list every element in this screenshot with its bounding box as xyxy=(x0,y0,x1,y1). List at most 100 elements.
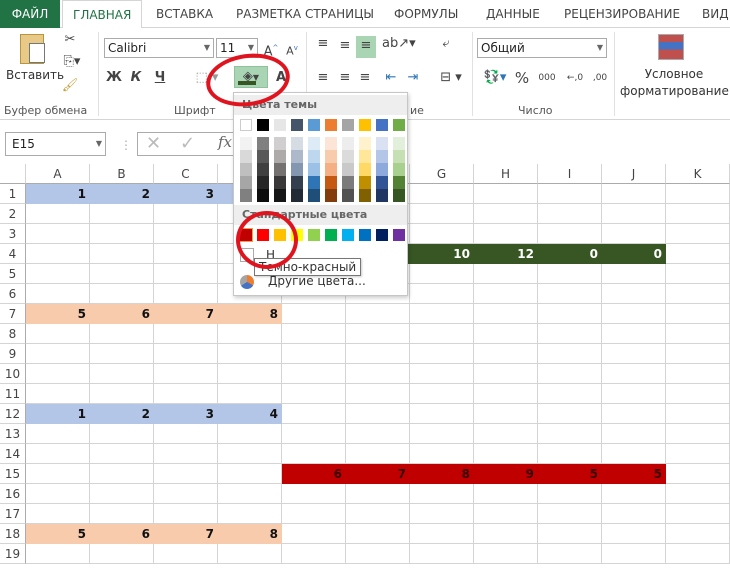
theme-shade-swatch[interactable] xyxy=(257,189,269,202)
row-header-14[interactable]: 14 xyxy=(0,444,26,464)
row-header-4[interactable]: 4 xyxy=(0,244,26,264)
cell[interactable] xyxy=(26,484,90,504)
theme-shade-swatch[interactable] xyxy=(325,189,337,202)
row-header-3[interactable]: 3 xyxy=(0,224,26,244)
cell[interactable] xyxy=(666,264,730,284)
align-top-icon[interactable]: ≡ xyxy=(317,36,329,51)
theme-shade-swatch[interactable] xyxy=(359,137,371,150)
cell[interactable] xyxy=(666,544,730,564)
cell[interactable] xyxy=(154,464,218,484)
cell[interactable] xyxy=(282,324,346,344)
cut-icon[interactable]: ✂ xyxy=(64,32,76,47)
theme-shade-swatch[interactable] xyxy=(257,150,269,163)
theme-shade-swatch[interactable] xyxy=(376,150,388,163)
cell[interactable] xyxy=(538,364,602,384)
merge-cells-icon[interactable]: ⊟ ▾ xyxy=(440,70,462,85)
font-size-select[interactable]: 11 ▼ xyxy=(216,38,258,58)
cell[interactable] xyxy=(666,484,730,504)
conditional-format-button[interactable]: Условное форматирование xyxy=(620,66,729,100)
cell[interactable] xyxy=(26,504,90,524)
cell-B1[interactable]: 2 xyxy=(90,184,154,204)
cell[interactable] xyxy=(218,344,282,364)
cell[interactable] xyxy=(474,324,538,344)
cell[interactable] xyxy=(90,424,154,444)
theme-shade-swatch[interactable] xyxy=(359,150,371,163)
decrease-font-icon[interactable]: Av xyxy=(286,44,298,58)
cell[interactable] xyxy=(410,264,474,284)
cell-B12[interactable]: 2 xyxy=(90,404,154,424)
cell[interactable] xyxy=(602,404,666,424)
cell[interactable] xyxy=(602,284,666,304)
cell-A7[interactable]: 5 xyxy=(26,304,90,324)
cell[interactable] xyxy=(602,524,666,544)
cell[interactable] xyxy=(666,424,730,444)
theme-shade-swatch[interactable] xyxy=(342,163,354,176)
row-header-1[interactable]: 1 xyxy=(0,184,26,204)
cell[interactable] xyxy=(474,224,538,244)
column-header-H[interactable]: H xyxy=(474,164,538,184)
theme-shade-swatch[interactable] xyxy=(393,163,405,176)
theme-shade-swatch[interactable] xyxy=(274,163,286,176)
cell[interactable] xyxy=(410,224,474,244)
theme-shade-swatch[interactable] xyxy=(308,163,320,176)
theme-shade-swatch[interactable] xyxy=(359,163,371,176)
cell[interactable] xyxy=(538,404,602,424)
cell[interactable] xyxy=(602,264,666,284)
theme-color-swatch[interactable] xyxy=(308,119,320,131)
cell-J15[interactable]: 5 xyxy=(602,464,666,484)
cell[interactable] xyxy=(666,444,730,464)
borders-button[interactable]: ⬚ ▾ xyxy=(195,70,219,85)
cell[interactable] xyxy=(218,364,282,384)
theme-shade-swatch[interactable] xyxy=(325,163,337,176)
cell[interactable] xyxy=(26,444,90,464)
cell[interactable] xyxy=(602,544,666,564)
increase-font-icon[interactable]: A^ xyxy=(263,44,279,60)
cell[interactable] xyxy=(666,204,730,224)
cell[interactable] xyxy=(346,284,410,304)
cell[interactable] xyxy=(218,424,282,444)
cell[interactable] xyxy=(666,404,730,424)
cell[interactable] xyxy=(474,384,538,404)
cell[interactable] xyxy=(26,244,90,264)
cell[interactable] xyxy=(538,224,602,244)
theme-shade-swatch[interactable] xyxy=(240,189,252,202)
cell[interactable] xyxy=(666,224,730,244)
theme-shade-swatch[interactable] xyxy=(291,176,303,189)
cell[interactable] xyxy=(90,204,154,224)
cell[interactable] xyxy=(90,484,154,504)
cell[interactable] xyxy=(90,284,154,304)
cell[interactable] xyxy=(410,404,474,424)
cell[interactable] xyxy=(218,464,282,484)
cell[interactable] xyxy=(666,524,730,544)
cell[interactable] xyxy=(602,204,666,224)
cell[interactable] xyxy=(410,364,474,384)
align-middle-icon[interactable]: ≡ xyxy=(339,38,351,53)
cell[interactable] xyxy=(154,204,218,224)
standard-color-swatch[interactable] xyxy=(393,229,405,241)
theme-shade-swatch[interactable] xyxy=(274,150,286,163)
cell[interactable] xyxy=(474,524,538,544)
theme-shade-swatch[interactable] xyxy=(376,176,388,189)
enter-icon[interactable]: ✓ xyxy=(180,133,196,154)
cell[interactable] xyxy=(666,184,730,204)
cell[interactable] xyxy=(218,384,282,404)
column-header-C[interactable]: C xyxy=(154,164,218,184)
cell[interactable] xyxy=(410,284,474,304)
cell-C1[interactable]: 3 xyxy=(154,184,218,204)
cell[interactable] xyxy=(538,304,602,324)
cell[interactable] xyxy=(474,264,538,284)
cell[interactable] xyxy=(346,444,410,464)
standard-color-swatch[interactable] xyxy=(359,229,371,241)
cell-D7[interactable]: 8 xyxy=(218,304,282,324)
cell[interactable] xyxy=(90,544,154,564)
theme-shade-swatch[interactable] xyxy=(291,150,303,163)
cell[interactable] xyxy=(346,304,410,324)
cell[interactable] xyxy=(26,264,90,284)
cell[interactable] xyxy=(410,184,474,204)
cell[interactable] xyxy=(346,504,410,524)
orientation-icon[interactable]: ab↗▾ xyxy=(382,36,416,51)
cell-C18[interactable]: 7 xyxy=(154,524,218,544)
cell[interactable] xyxy=(154,544,218,564)
cell[interactable] xyxy=(474,364,538,384)
cell[interactable] xyxy=(666,504,730,524)
